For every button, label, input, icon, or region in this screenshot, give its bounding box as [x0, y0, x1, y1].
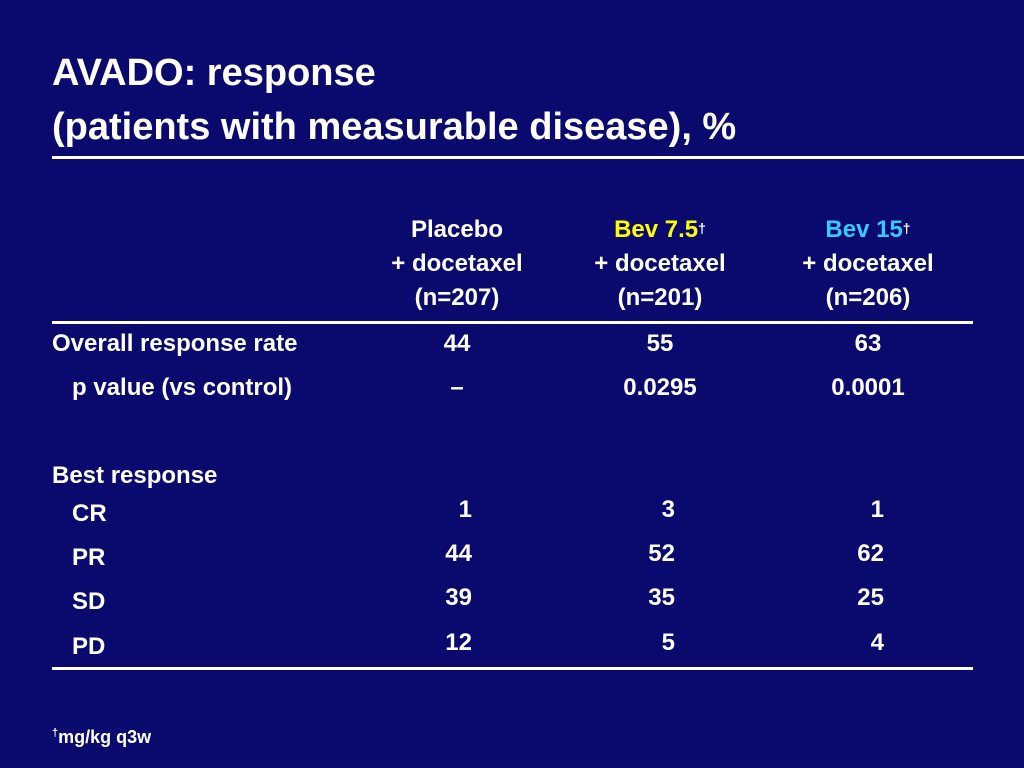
dagger-mark: †: [902, 220, 911, 236]
footnote-text: mg/kg q3w: [58, 727, 152, 747]
cell-orr-placebo: 44: [443, 330, 471, 357]
row-label-pd: PD: [72, 633, 106, 660]
row-label-cr: CR: [72, 500, 107, 527]
cell-pr-bev75: 52: [648, 540, 675, 567]
row-label-sd: SD: [72, 588, 106, 615]
slide-title-line2: (patients with measurable disease), %: [52, 106, 737, 148]
cell-cr-placebo: 1: [458, 496, 472, 523]
cell-pd-placebo: 12: [445, 629, 472, 656]
column-sub-bev75: + docetaxel: [594, 250, 726, 277]
column-header-bev15: Bev 15† + docetaxel (n=206): [768, 213, 968, 315]
column-n-bev15: (n=206): [825, 284, 911, 311]
dagger-mark: †: [698, 220, 706, 236]
column-n-bev75: (n=201): [617, 284, 703, 311]
slide-title-line1: AVADO: response: [52, 52, 376, 94]
cell-pvalue-placebo: –: [450, 374, 464, 401]
column-sub-placebo: + docetaxel: [391, 250, 523, 277]
cell-orr-bev75: 55: [646, 330, 674, 357]
column-sub-bev15: + docetaxel: [802, 250, 934, 277]
cell-pr-bev15: 62: [857, 540, 884, 567]
section-label-best-response: Best response: [52, 462, 218, 489]
cell-pd-bev75: 5: [661, 629, 675, 656]
cell-orr-bev15: 63: [854, 330, 882, 357]
cell-cr-bev15: 1: [870, 496, 884, 523]
cell-sd-placebo: 39: [445, 584, 472, 611]
footnote: †mg/kg q3w: [52, 727, 151, 748]
header-rule: [52, 321, 973, 324]
cell-pvalue-bev75: 0.0295: [623, 374, 697, 401]
column-name-bev15: Bev 15: [825, 216, 903, 243]
column-name-placebo: Placebo: [410, 216, 504, 243]
cell-pr-placebo: 44: [445, 540, 472, 567]
cell-pd-bev15: 4: [870, 629, 884, 656]
column-n-placebo: (n=207): [414, 284, 500, 311]
row-label-pvalue: p value (vs control): [72, 374, 293, 401]
row-label-pr: PR: [72, 544, 106, 571]
column-name-bev75: Bev 7.5: [614, 216, 699, 243]
cell-pvalue-bev15: 0.0001: [831, 374, 905, 401]
cell-cr-bev75: 3: [661, 496, 675, 523]
slide-title: AVADO: response (patients with measurabl…: [52, 46, 736, 154]
cell-sd-bev15: 25: [857, 584, 884, 611]
column-header-placebo: Placebo + docetaxel (n=207): [357, 213, 557, 315]
footer-rule: [52, 667, 973, 670]
title-divider: [52, 156, 1024, 159]
column-header-bev75: Bev 7.5† + docetaxel (n=201): [560, 213, 760, 315]
cell-sd-bev75: 35: [648, 584, 675, 611]
footnote-dagger: †: [52, 727, 59, 739]
row-label-orr: Overall response rate: [52, 330, 298, 357]
